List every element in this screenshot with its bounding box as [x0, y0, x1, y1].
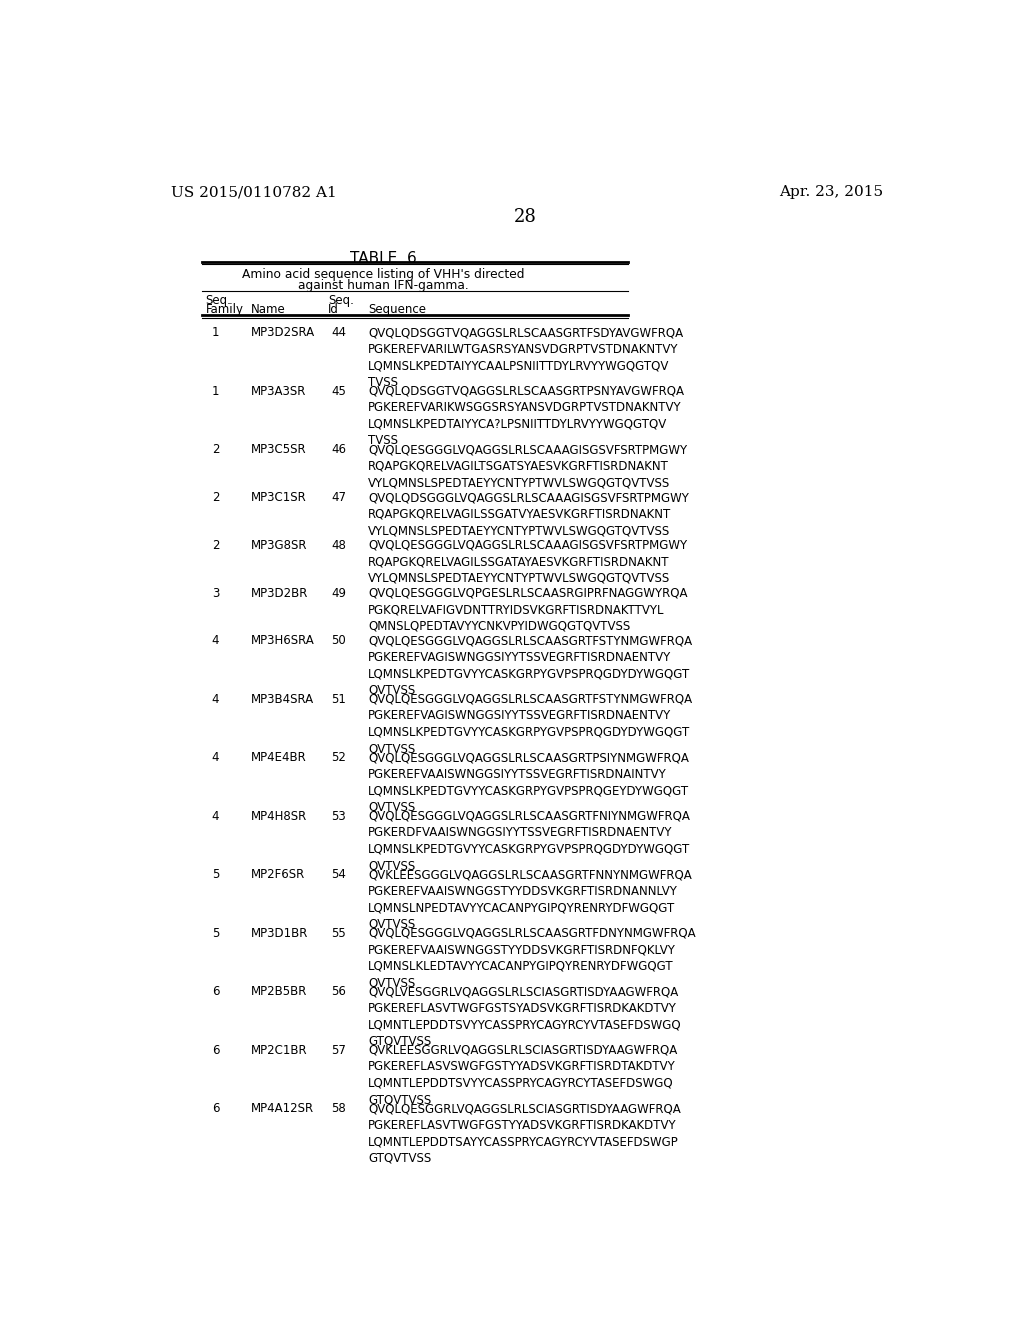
Text: US 2015/0110782 A1: US 2015/0110782 A1: [171, 185, 336, 199]
Text: 55: 55: [331, 927, 346, 940]
Text: MP3C1SR: MP3C1SR: [251, 491, 306, 504]
Text: QVKLEESGGGLVQAGGSLRLSCAASGRTFNNYNMGWFRQA
PGKEREFVAAISWNGGSTYYDDSVKGRFTISRDNANNLV: QVKLEESGGGLVQAGGSLRLSCAASGRTFNNYNMGWFRQA…: [369, 869, 692, 931]
Text: 48: 48: [331, 539, 346, 552]
Text: MP3C5SR: MP3C5SR: [251, 444, 306, 457]
Text: 54: 54: [331, 869, 346, 882]
Text: QVKLEESGGRLVQAGGSLRLSCIASGRTISDYAAGWFRQA
PGKEREFLASVSWGFGSTYYADSVKGRFTISRDTAKDTV: QVKLEESGGRLVQAGGSLRLSCIASGRTISDYAAGWFRQA…: [369, 1044, 678, 1106]
Text: 58: 58: [331, 1102, 346, 1115]
Text: QVQLQESGGGLVQAGGSLRLSCAAAGISGSVFSRTPMGWY
RQAPGKQRELVAGILSSGATAYAESVKGRFTISRDNAKN: QVQLQESGGGLVQAGGSLRLSCAAAGISGSVFSRTPMGWY…: [369, 539, 687, 585]
Text: MP2C1BR: MP2C1BR: [251, 1044, 307, 1057]
Text: Apr. 23, 2015: Apr. 23, 2015: [779, 185, 884, 199]
Text: 49: 49: [331, 586, 346, 599]
Text: QVQLQESGGGLVQPGESLRLSCAASRGIPRFNAGGWYRQA
PGKQRELVAFIGVDNTTRYIDSVKGRFTISRDNAKTTVY: QVQLQESGGGLVQPGESLRLSCAASRGIPRFNAGGWYRQA…: [369, 586, 688, 632]
Text: MP3H6SRA: MP3H6SRA: [251, 635, 314, 647]
Text: MP3B4SRA: MP3B4SRA: [251, 693, 313, 706]
Text: QVQLQESGGGLVQAGGSLRLSCAAAGISGSVFSRTPMGWY
RQAPGKQRELVAGILTSGATSYAESVKGRFTISRDNAKN: QVQLQESGGGLVQAGGSLRLSCAAAGISGSVFSRTPMGWY…: [369, 444, 687, 490]
Text: MP4H8SR: MP4H8SR: [251, 810, 307, 822]
Text: QVQLQESGGGLVQAGGSLRLSCAASGRTFNIYNMGWFRQA
PGKERDFVAAISWNGGSIYYTSSVEGRFTISRDNAENTV: QVQLQESGGGLVQAGGSLRLSCAASGRTFNIYNMGWFRQA…: [369, 810, 690, 873]
Text: MP3G8SR: MP3G8SR: [251, 539, 307, 552]
Text: MP3A3SR: MP3A3SR: [251, 385, 306, 397]
Text: 53: 53: [331, 810, 346, 822]
Text: 1: 1: [212, 326, 219, 339]
Text: MP4E4BR: MP4E4BR: [251, 751, 306, 764]
Text: 47: 47: [331, 491, 346, 504]
Text: MP2F6SR: MP2F6SR: [251, 869, 305, 882]
Text: MP2B5BR: MP2B5BR: [251, 985, 307, 998]
Text: 4: 4: [212, 810, 219, 822]
Text: 51: 51: [331, 693, 346, 706]
Text: MP3D2SRA: MP3D2SRA: [251, 326, 314, 339]
Text: 28: 28: [513, 209, 537, 227]
Text: 46: 46: [331, 444, 346, 457]
Text: 6: 6: [212, 1044, 219, 1057]
Text: 44: 44: [331, 326, 346, 339]
Text: QVQLVESGGRLVQAGGSLRLSCIASGRTISDYAAGWFRQA
PGKEREFLASVTWGFGSTSYADSVKGRFTISRDKAKDTV: QVQLVESGGRLVQAGGSLRLSCIASGRTISDYAAGWFRQA…: [369, 985, 682, 1048]
Text: 56: 56: [331, 985, 346, 998]
Text: Name: Name: [251, 304, 286, 317]
Text: MP4A12SR: MP4A12SR: [251, 1102, 313, 1115]
Text: 4: 4: [212, 693, 219, 706]
Text: 4: 4: [212, 751, 219, 764]
Text: 50: 50: [331, 635, 346, 647]
Text: MP3D2BR: MP3D2BR: [251, 586, 308, 599]
Text: Sequence: Sequence: [369, 304, 426, 317]
Text: QVQLQDSGGTVQAGGSLRLSCAASGRTFSDYAVGWFRQA
PGKEREFVARILWTGASRSYANSVDGRPTVSTDNAKNTVY: QVQLQDSGGTVQAGGSLRLSCAASGRTFSDYAVGWFRQA …: [369, 326, 683, 389]
Text: 57: 57: [331, 1044, 346, 1057]
Text: 2: 2: [212, 539, 219, 552]
Text: 4: 4: [212, 635, 219, 647]
Text: 1: 1: [212, 385, 219, 397]
Text: 5: 5: [212, 927, 219, 940]
Text: Family: Family: [206, 304, 244, 317]
Text: 45: 45: [331, 385, 346, 397]
Text: QVQLQDSGGTVQAGGSLRLSCAASGRTPSNYAVGWFRQA
PGKEREFVARIKWSGGSRSYANSVDGRPTVSTDNAKNTVY: QVQLQDSGGTVQAGGSLRLSCAASGRTPSNYAVGWFRQA …: [369, 385, 684, 447]
Text: TABLE  6: TABLE 6: [350, 251, 417, 265]
Text: Id: Id: [328, 304, 339, 317]
Text: QVQLQESGGRLVQAGGSLRLSCIASGRTISDYAAGWFRQA
PGKEREFLASVTWGFGSTYYADSVKGRFTISRDKAKDTV: QVQLQESGGRLVQAGGSLRLSCIASGRTISDYAAGWFRQA…: [369, 1102, 681, 1166]
Text: QVQLQESGGGLVQAGGSLRLSCAASGRTFSTYNMGWFRQA
PGKEREFVAGISWNGGSIYYTSSVEGRFTISRDNAENTV: QVQLQESGGGLVQAGGSLRLSCAASGRTFSTYNMGWFRQA…: [369, 693, 692, 755]
Text: against human IFN-gamma.: against human IFN-gamma.: [298, 279, 469, 292]
Text: QVQLQESGGGLVQAGGSLRLSCAASGRTFDNYNMGWFRQA
PGKEREFVAAISWNGGSTYYDDSVKGRFTISRDNFQKLV: QVQLQESGGGLVQAGGSLRLSCAASGRTFDNYNMGWFRQA…: [369, 927, 696, 990]
Text: Seq.: Seq.: [206, 294, 231, 308]
Text: Seq.: Seq.: [328, 294, 354, 308]
Text: QVQLQESGGGLVQAGGSLRLSCAASGRTFSTYNMGWFRQA
PGKEREFVAGISWNGGSIYYTSSVEGRFTISRDNAENTV: QVQLQESGGGLVQAGGSLRLSCAASGRTFSTYNMGWFRQA…: [369, 635, 692, 697]
Text: 6: 6: [212, 985, 219, 998]
Text: 52: 52: [331, 751, 346, 764]
Text: 2: 2: [212, 491, 219, 504]
Text: QVQLQESGGGLVQAGGSLRLSCAASGRTPSIYNMGWFRQA
PGKEREFVAAISWNGGSIYYTSSVEGRFTISRDNAINTV: QVQLQESGGGLVQAGGSLRLSCAASGRTPSIYNMGWFRQA…: [369, 751, 689, 814]
Text: 6: 6: [212, 1102, 219, 1115]
Text: Amino acid sequence listing of VHH's directed: Amino acid sequence listing of VHH's dir…: [243, 268, 525, 281]
Text: MP3D1BR: MP3D1BR: [251, 927, 308, 940]
Text: QVQLQDSGGGLVQAGGSLRLSCAAAGISGSVFSRTPMGWY
RQAPGKQRELVAGILSSGATVYAESVKGRFTISRDNAKN: QVQLQDSGGGLVQAGGSLRLSCAAAGISGSVFSRTPMGWY…: [369, 491, 689, 537]
Text: 5: 5: [212, 869, 219, 882]
Text: 3: 3: [212, 586, 219, 599]
Text: 2: 2: [212, 444, 219, 457]
